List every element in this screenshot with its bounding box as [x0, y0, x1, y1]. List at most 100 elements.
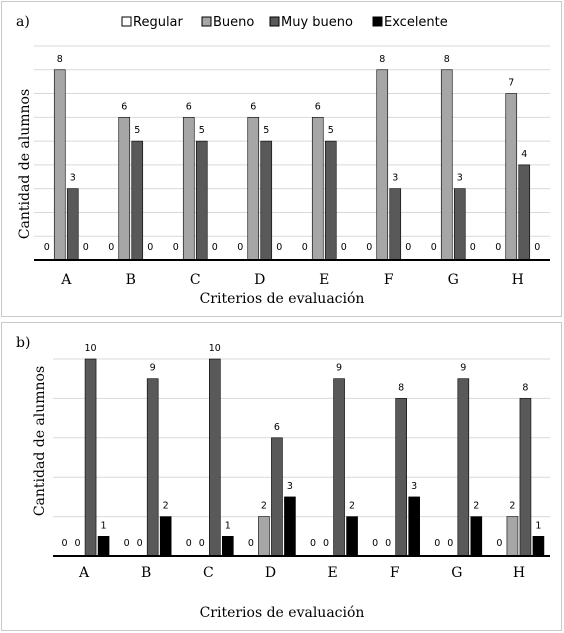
bar-H-s1	[505, 93, 518, 261]
data-label-H-s1: 7	[508, 78, 514, 89]
x-axis-title-b: Criterios de evaluación	[200, 605, 365, 621]
data-label-G-s0: 0	[434, 538, 440, 549]
data-label-D-s1: 6	[250, 101, 256, 112]
bar-G-s3	[470, 516, 483, 557]
bar-G-s2	[453, 188, 466, 261]
data-label-G-s1: 8	[444, 54, 450, 65]
data-label-E-s0: 0	[302, 242, 308, 253]
data-label-F-s1: 8	[379, 54, 385, 65]
x-tick-label-B: B	[126, 272, 136, 288]
legend-label-2: Muy bueno	[281, 15, 353, 30]
bar-F-s3	[408, 496, 420, 557]
legend-swatch-2	[269, 16, 280, 27]
data-label-C-s0: 0	[173, 242, 179, 253]
data-label-H-s0: 0	[496, 538, 502, 549]
bar-B-s3	[159, 516, 172, 557]
x-tick-label-D: D	[265, 565, 276, 581]
data-label-A-s1: 0	[75, 538, 81, 549]
bar-E-s3	[346, 516, 358, 557]
data-label-A-s2: 3	[70, 173, 76, 184]
data-label-D-s0: 0	[237, 242, 243, 253]
data-label-G-s0: 0	[431, 242, 437, 253]
chart-panel-b: b) 0 0 10 1 A 0 0 9 2 B 0 0 10 1 C 0 2 6 3 D 0 0 9 2 E 0 0 8 3 F 0 0 9 2 G…	[1, 322, 562, 631]
data-label-D-s1: 2	[261, 501, 267, 512]
data-label-A-s0: 0	[62, 538, 68, 549]
data-label-B-s0: 0	[108, 242, 114, 253]
data-label-D-s0: 0	[248, 538, 254, 549]
bar-C-s2	[209, 358, 221, 557]
data-label-A-s1: 8	[57, 54, 63, 65]
data-label-B-s1: 0	[137, 538, 143, 549]
data-label-E-s3: 2	[349, 501, 355, 512]
data-label-F-s2: 8	[398, 382, 404, 393]
bar-A-s3	[97, 536, 110, 557]
x-tick-label-D: D	[254, 272, 265, 288]
legend: Regular Bueno Muy bueno Excelente	[121, 15, 448, 30]
legend-label-0: Regular	[133, 15, 184, 30]
data-label-D-s2: 5	[263, 125, 269, 136]
x-axis-title-a: Criterios de evaluación	[200, 291, 365, 307]
x-tick-label-H: H	[513, 565, 525, 581]
data-label-B-s2: 5	[134, 125, 140, 136]
data-label-C-s2: 10	[209, 343, 221, 354]
bar-D-s2	[271, 437, 283, 557]
data-label-F-s3: 3	[411, 481, 417, 492]
data-label-A-s2: 10	[85, 343, 97, 354]
data-label-C-s1: 0	[199, 538, 205, 549]
data-label-C-s3: 1	[225, 520, 231, 531]
bar-E-s1	[311, 117, 324, 261]
data-label-A-s0: 0	[44, 242, 50, 253]
data-label-A-s3: 1	[101, 520, 107, 531]
bar-D-s1	[258, 516, 270, 557]
data-label-G-s3: 0	[470, 242, 476, 253]
data-label-H-s2: 4	[521, 149, 527, 160]
legend-swatch-1	[201, 16, 212, 27]
bar-E-s2	[324, 140, 337, 261]
data-label-E-s3: 0	[341, 242, 347, 253]
data-label-F-s0: 0	[366, 242, 372, 253]
data-label-C-s3: 0	[212, 242, 218, 253]
data-label-E-s1: 0	[323, 538, 329, 549]
bar-C-s1	[182, 117, 195, 261]
bar-D-s2	[260, 140, 273, 261]
bar-C-s2	[195, 140, 208, 261]
data-label-H-s1: 2	[509, 501, 515, 512]
x-tick-label-E: E	[327, 565, 337, 581]
legend-label-1: Bueno	[213, 15, 254, 30]
data-label-E-s2: 9	[336, 363, 342, 374]
data-label-H-s0: 0	[495, 242, 501, 253]
x-tick-label-C: C	[190, 272, 201, 288]
bar-F-s1	[376, 69, 389, 261]
data-label-G-s1: 0	[447, 538, 453, 549]
bar-G-s1	[440, 69, 453, 261]
data-label-A-s3: 0	[83, 242, 89, 253]
y-axis-title-b: Cantidad de alumnos	[32, 366, 48, 516]
legend-label-3: Excelente	[384, 15, 448, 30]
x-tick-label-B: B	[141, 565, 151, 581]
x-tick-label-G: G	[448, 272, 459, 288]
bar-F-s2	[389, 188, 402, 261]
chart-a-svg: a) Regular Bueno Muy bueno Excelente 0830A0…	[16, 14, 550, 307]
x-tick-label-F: F	[390, 565, 400, 581]
data-label-C-s2: 5	[199, 125, 205, 136]
data-label-B-s0: 0	[124, 538, 130, 549]
data-label-C-s0: 0	[186, 538, 192, 549]
panel-label-b: b)	[16, 335, 30, 351]
data-label-D-s3: 0	[276, 242, 282, 253]
data-label-F-s3: 0	[405, 242, 411, 253]
data-label-C-s1: 6	[186, 101, 192, 112]
panel-label-a: a)	[16, 14, 30, 30]
bar-H-s1	[506, 516, 519, 557]
bar-C-s3	[222, 536, 234, 557]
data-label-F-s2: 3	[392, 173, 398, 184]
data-label-F-s0: 0	[372, 538, 378, 549]
bar-B-s2	[131, 140, 144, 261]
x-tick-label-G: G	[451, 565, 462, 581]
bar-H-s3	[532, 536, 545, 557]
data-label-D-s3: 3	[287, 481, 293, 492]
bar-H-s2	[519, 398, 532, 557]
bar-G-s2	[457, 378, 470, 557]
data-label-F-s1: 0	[385, 538, 391, 549]
